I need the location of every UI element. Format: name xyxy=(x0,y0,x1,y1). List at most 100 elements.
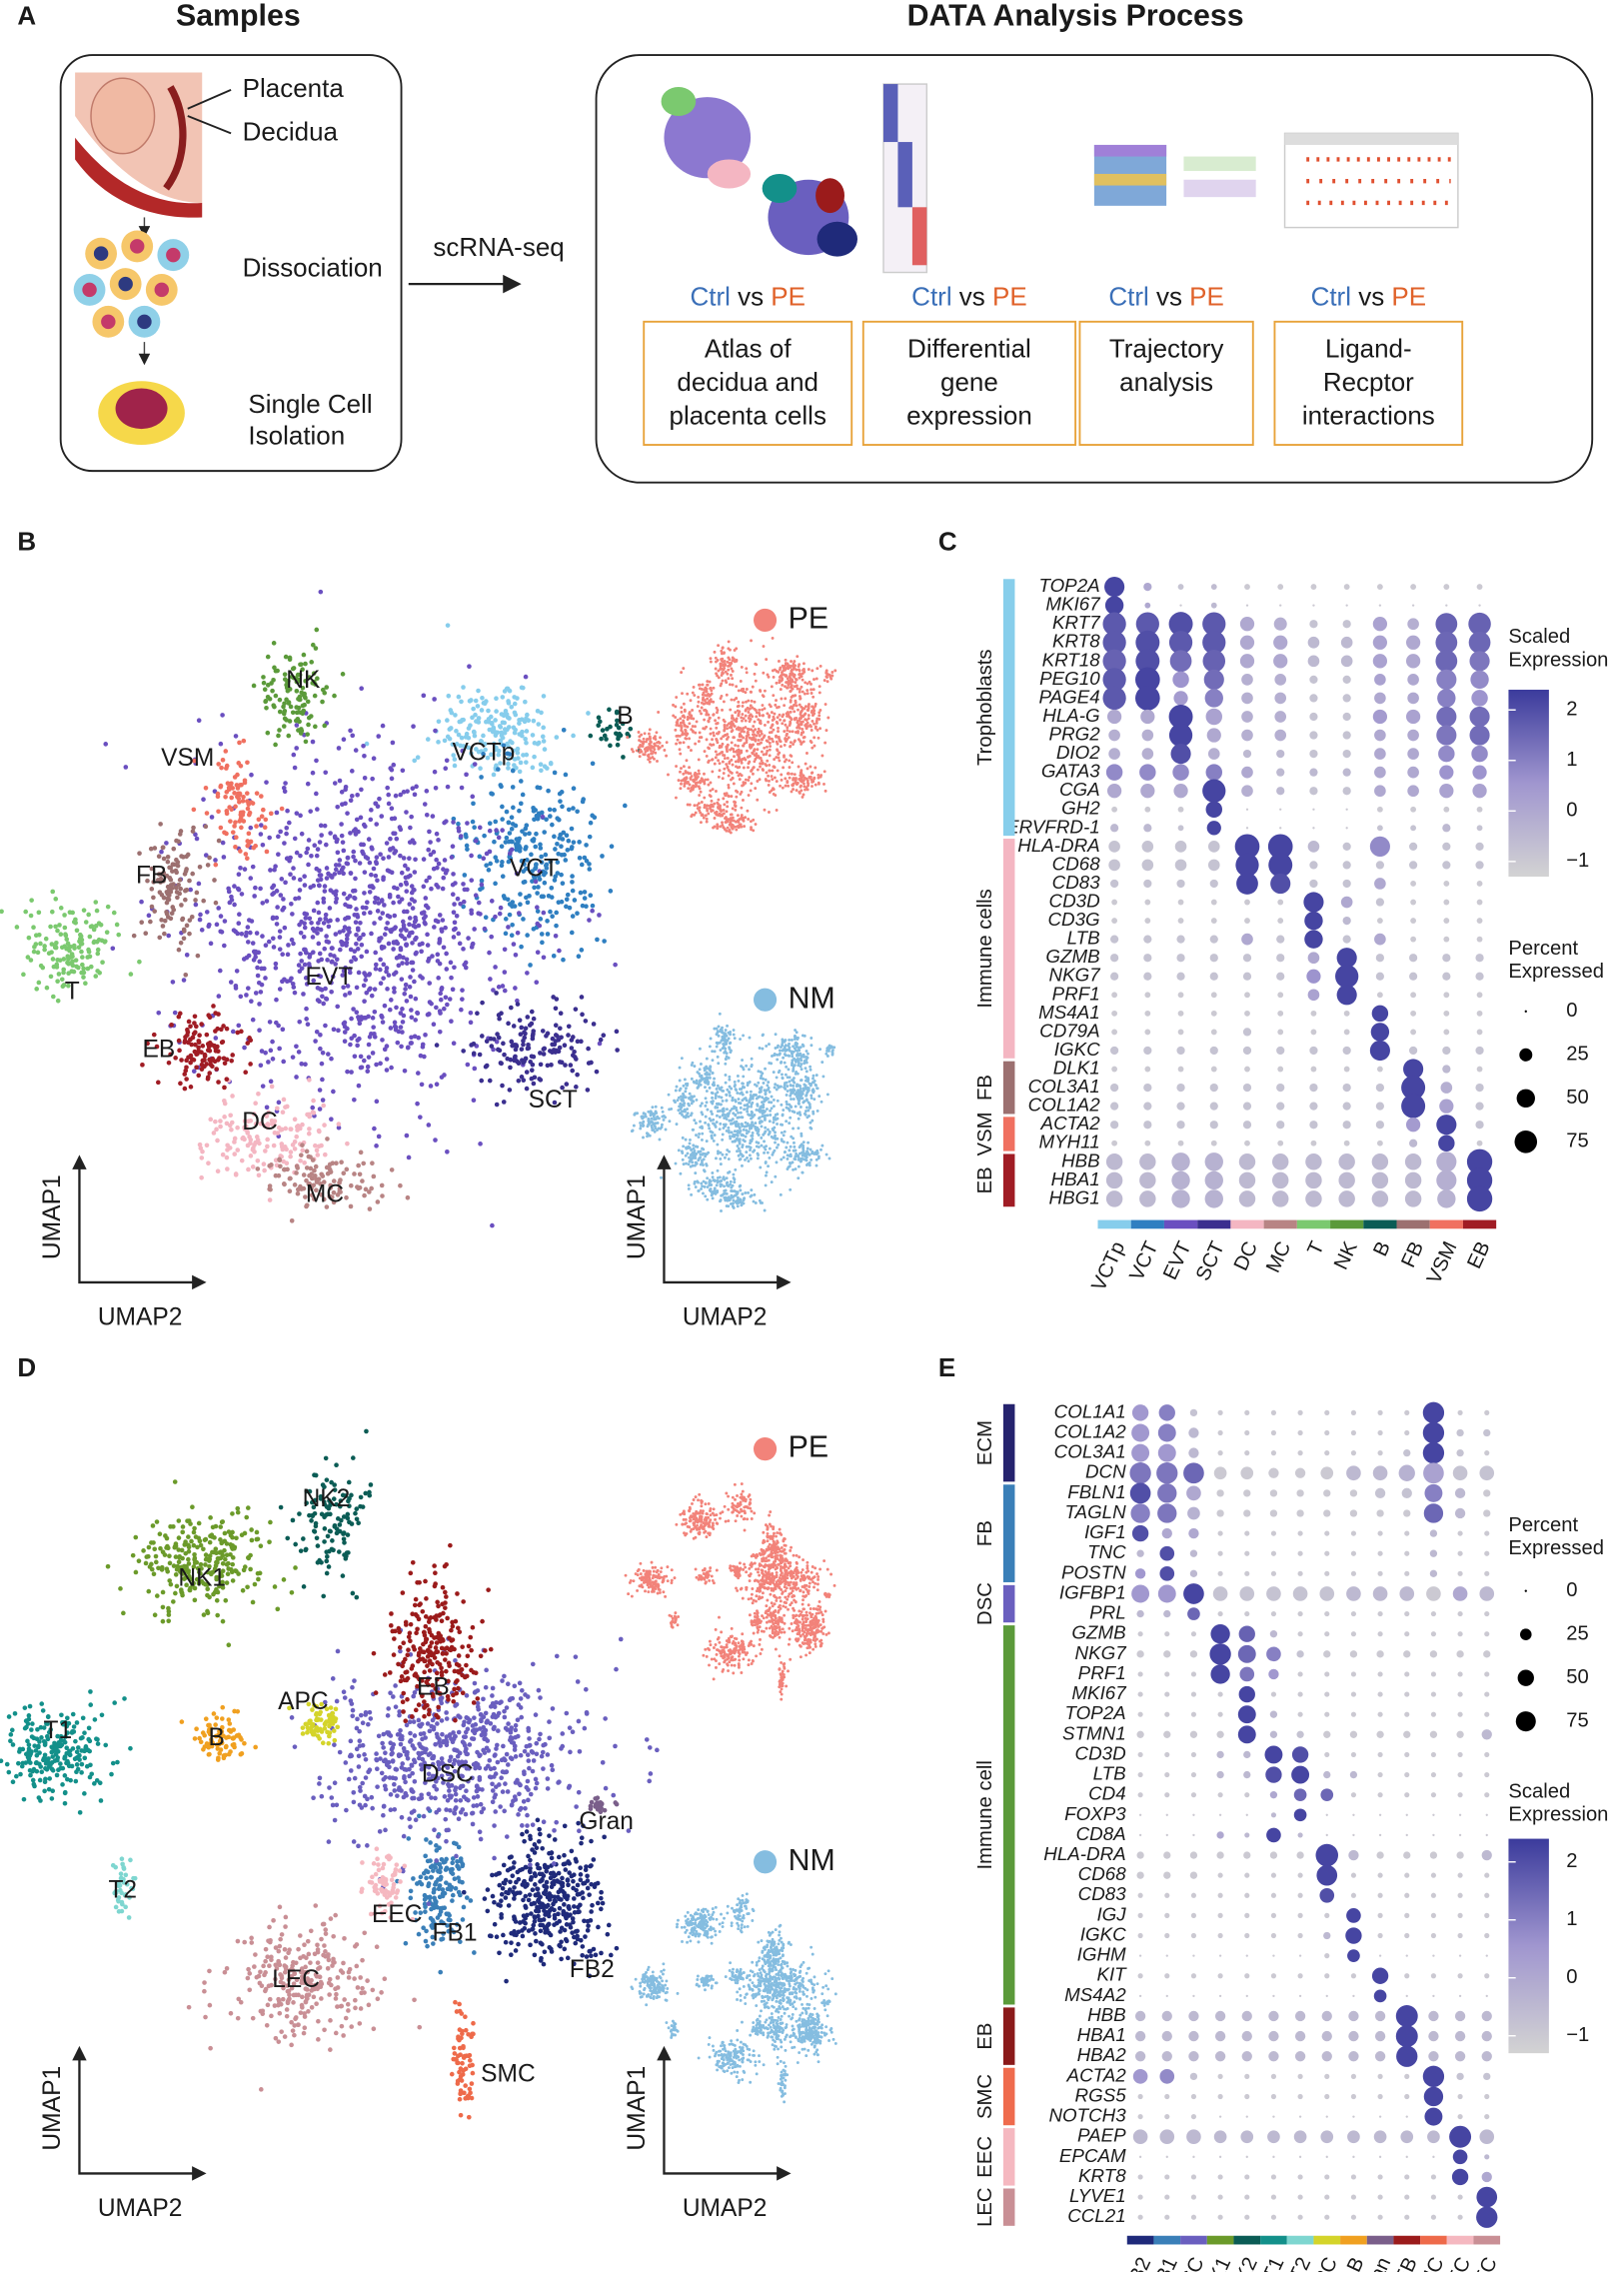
umap-point xyxy=(374,822,379,827)
umap-point xyxy=(506,699,511,704)
umap-point xyxy=(809,766,812,769)
umap-point xyxy=(389,1026,394,1031)
umap-point xyxy=(404,943,409,948)
umap-point xyxy=(410,1015,415,1020)
umap-point xyxy=(532,1017,537,1022)
umap-point xyxy=(350,794,355,799)
umap-point xyxy=(443,739,448,744)
umap-point xyxy=(390,777,395,782)
umap-point xyxy=(222,1056,227,1061)
umap-point xyxy=(394,837,399,842)
umap-point xyxy=(157,854,162,859)
umap-point xyxy=(808,1115,811,1118)
umap-point xyxy=(784,1048,787,1051)
umap-point xyxy=(187,1020,192,1025)
umap-point xyxy=(446,785,451,790)
umap-point xyxy=(575,809,580,814)
umap-point xyxy=(330,946,335,951)
umap-point xyxy=(229,1059,234,1064)
umap-point xyxy=(722,1090,725,1093)
umap-point xyxy=(251,1018,256,1023)
umap-point xyxy=(802,707,805,710)
umap-point xyxy=(284,826,289,831)
umap-point xyxy=(299,1186,304,1191)
umap-point xyxy=(56,999,61,1004)
umap-point xyxy=(735,829,738,832)
umap-point xyxy=(734,1168,737,1171)
umap-point xyxy=(325,876,330,881)
umap-point xyxy=(553,771,558,776)
umap-point xyxy=(293,1118,298,1123)
umap-point xyxy=(228,1145,233,1150)
umap-point xyxy=(797,1073,800,1076)
umap-point xyxy=(774,777,777,780)
umap-point xyxy=(790,677,793,680)
umap-point xyxy=(738,705,741,708)
umap-point xyxy=(86,913,91,918)
umap-point xyxy=(166,855,171,860)
umap-point xyxy=(788,759,791,762)
umap-point xyxy=(806,1050,809,1053)
umap-point xyxy=(293,837,298,842)
umap-point xyxy=(409,815,414,820)
umap-point xyxy=(339,1159,344,1164)
umap-point xyxy=(190,915,195,920)
umap-point xyxy=(291,942,296,947)
umap-point xyxy=(464,966,469,971)
comparison-part: Ctrl xyxy=(1311,281,1359,311)
umap-point xyxy=(702,683,705,686)
umap-point xyxy=(362,1059,367,1064)
umap-point xyxy=(727,784,730,787)
umap-point xyxy=(322,724,327,729)
umap-point xyxy=(387,802,392,807)
umap-point xyxy=(256,974,261,979)
umap-point xyxy=(729,726,732,729)
umap-point xyxy=(500,864,505,869)
umap-point xyxy=(745,715,748,718)
umap-point xyxy=(711,738,714,741)
umap-point xyxy=(399,883,404,888)
umap-point xyxy=(358,921,363,926)
umap-point xyxy=(413,793,418,798)
umap-point xyxy=(451,892,456,897)
umap-point xyxy=(715,668,718,671)
umap-point xyxy=(36,951,41,956)
umap-point xyxy=(353,1054,358,1059)
umap-point xyxy=(707,761,710,764)
umap-point xyxy=(531,1034,536,1039)
umap-point xyxy=(197,1033,202,1038)
umap-point xyxy=(374,963,379,968)
umap-point xyxy=(792,784,795,787)
umap-point xyxy=(735,1089,738,1092)
umap-point xyxy=(206,863,211,868)
umap-point xyxy=(599,1038,604,1043)
umap-point xyxy=(502,721,507,726)
umap-point xyxy=(745,701,748,704)
umap-point xyxy=(778,757,781,760)
umap-point xyxy=(728,640,731,643)
umap-point xyxy=(343,1039,348,1044)
umap-point xyxy=(268,1197,273,1202)
umap-point xyxy=(741,816,744,819)
umap-point xyxy=(249,999,254,1004)
umap-point xyxy=(779,1050,782,1053)
umap-point xyxy=(233,775,238,780)
umap-point xyxy=(246,986,251,991)
umap-point xyxy=(93,974,98,979)
umap-point xyxy=(205,1142,210,1147)
umap-point xyxy=(359,816,364,821)
umap-point xyxy=(716,1115,719,1118)
analysis-label: gene xyxy=(940,367,998,397)
umap-point xyxy=(194,1025,199,1030)
umap-point xyxy=(316,942,321,947)
umap-point xyxy=(53,897,58,902)
umap-point xyxy=(461,947,466,952)
umap-point xyxy=(525,933,530,938)
umap-point xyxy=(741,1123,744,1126)
umap-point xyxy=(808,1102,811,1105)
umap-point xyxy=(243,1070,248,1075)
umap-point xyxy=(536,950,541,955)
umap-point xyxy=(765,1079,768,1082)
umap-point xyxy=(807,782,810,785)
umap-point xyxy=(344,785,349,790)
